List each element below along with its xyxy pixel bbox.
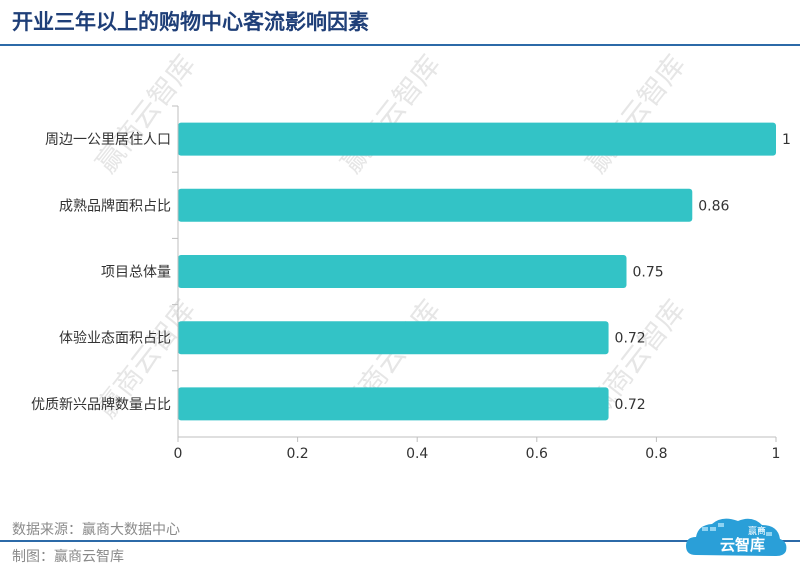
x-tick-label: 0.6: [526, 446, 548, 462]
watermark-text: 赢商云智库: [580, 49, 692, 180]
category-label: 体验业态面积占比: [59, 331, 171, 347]
watermark-text: 赢商云智库: [90, 49, 202, 180]
bar: [178, 321, 609, 355]
bar-value-label: 1: [782, 132, 791, 148]
category-label: 周边一公里居住人口: [45, 132, 171, 148]
brand-logo-icon: 赢商 云智库: [686, 518, 787, 556]
logo-main-text: 云智库: [720, 536, 765, 554]
data-source-note: 数据来源：赢商大数据中心: [12, 522, 180, 538]
x-tick-label: 0.2: [286, 446, 308, 462]
bar: [178, 387, 609, 421]
bar-value-label: 0.86: [698, 198, 729, 214]
chart-credit: 制图：赢商云智库: [12, 549, 124, 565]
category-label: 项目总体量: [101, 265, 171, 281]
x-tick-label: 0.8: [645, 446, 667, 462]
category-label: 优质新兴品牌数量占比: [31, 396, 171, 413]
category-label: 成熟品牌面积占比: [59, 197, 171, 214]
bar-value-label: 0.72: [615, 397, 646, 413]
watermark-text: 赢商云智库: [335, 49, 447, 180]
title-divider: [0, 44, 800, 46]
x-tick-label: 1: [772, 446, 781, 462]
x-tick-label: 0.4: [406, 446, 428, 462]
chart-title: 开业三年以上的购物中心客流影响因素: [12, 10, 369, 34]
logo-top-text: 赢商: [748, 525, 766, 537]
bar-value-label: 0.72: [615, 331, 646, 347]
x-tick-label: 0: [174, 446, 183, 462]
bar: [178, 188, 693, 222]
bar: [178, 122, 776, 156]
footer-divider: [0, 540, 800, 542]
bar-value-label: 0.75: [633, 265, 664, 281]
bar: [178, 255, 627, 288]
